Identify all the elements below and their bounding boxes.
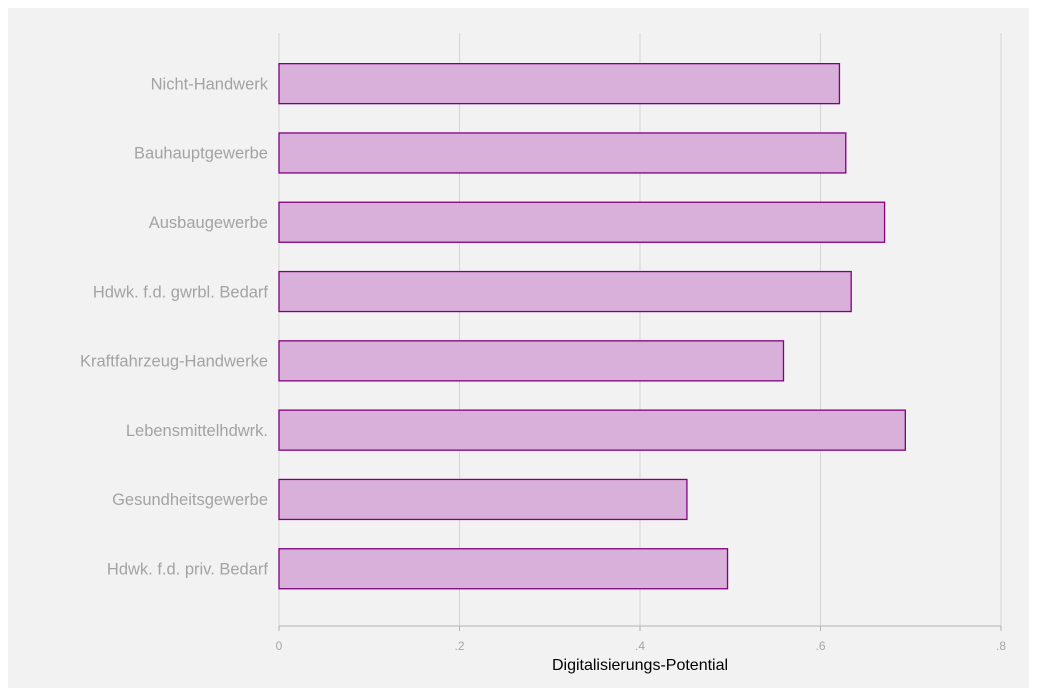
- bar: [278, 63, 841, 105]
- category-label: Ausbaugewerbe: [149, 214, 268, 232]
- bar: [278, 340, 785, 382]
- bars: [278, 63, 906, 590]
- category-label: Hdwk. f.d. priv. Bedarf: [107, 561, 269, 579]
- bar: [278, 132, 847, 174]
- bar: [278, 548, 729, 590]
- bar: [278, 201, 886, 243]
- x-tick-label: .8: [996, 639, 1006, 653]
- category-label: Bauhauptgewerbe: [134, 145, 268, 163]
- category-label: Kraftfahrzeug-Handwerke: [80, 353, 268, 371]
- category-labels: Nicht-Handwerk Bauhauptgewerbe Ausbaugewer…: [80, 75, 269, 578]
- bar: [278, 478, 688, 521]
- category-label: Gesundheitsgewerbe: [112, 491, 268, 509]
- x-axis-ticks: 0 .2 .4 .6 .8: [276, 626, 1006, 653]
- x-tick-label: .4: [635, 639, 645, 653]
- bar: [278, 270, 852, 313]
- category-label: Nicht-Handwerk: [151, 75, 269, 93]
- category-label: Hdwk. f.d. gwrbl. Bedarf: [93, 283, 269, 301]
- x-axis-title: Digitalisierungs-Potential: [552, 657, 728, 674]
- x-tick-label: 0: [276, 639, 283, 653]
- x-tick-label: .2: [454, 639, 464, 653]
- grid-lines: [278, 33, 1002, 626]
- x-tick-label: .6: [815, 639, 825, 653]
- bar: [278, 409, 906, 451]
- category-label: Lebensmittelhdwrk.: [126, 422, 268, 440]
